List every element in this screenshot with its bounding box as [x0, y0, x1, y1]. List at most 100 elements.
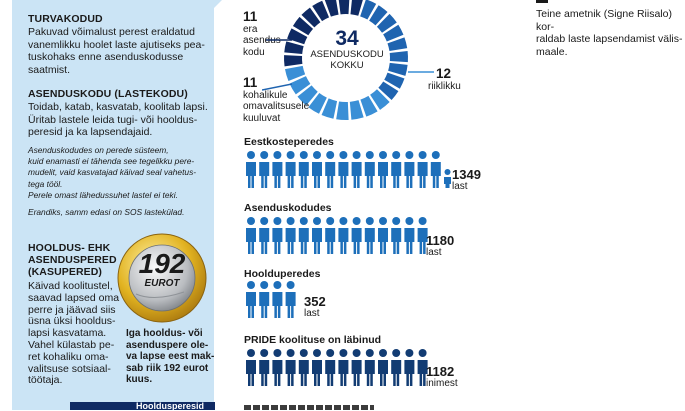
donut-center-line: ASENDUSKODU: [310, 49, 384, 60]
person-icon: [272, 281, 283, 318]
section-number: 1180: [426, 233, 455, 248]
hooldus-title-line: HOOLDUS- EHK: [28, 242, 111, 254]
donut-segment: [370, 89, 390, 110]
asenduskodu-block: ASENDUSKODU (LASTEKODU) Toidab, katab, k…: [28, 88, 220, 218]
section-unit: inimest: [426, 378, 458, 389]
text-line: üsna üksi hooldus-: [28, 315, 116, 328]
text-line: peresid ja ka lapsendajaid.: [28, 126, 153, 138]
hooldus-title-line: ASENDUSPERED: [28, 254, 117, 266]
segment-label-line: era: [243, 24, 258, 35]
section-asenduskodu: Asenduskodudes: [244, 202, 332, 214]
person-icon: [404, 349, 415, 386]
italic-line: kuid enamasti ei tähenda see tegelikku p…: [28, 155, 195, 166]
person-icon: [364, 151, 375, 188]
person-icon: [259, 349, 270, 386]
person-icon: [378, 217, 388, 254]
person-icon: [417, 349, 428, 386]
person-icon: [351, 349, 362, 386]
person-icon: [338, 349, 349, 386]
caption-line: va lapse eest mak-: [126, 351, 215, 363]
turvakodu-title: TURVAKODUD: [28, 13, 103, 25]
right-text: Teine ametnik (Signe Riisalo) kor- ralda…: [536, 8, 684, 58]
person-icon: [246, 217, 256, 254]
right-top-fragment: [536, 0, 548, 3]
section-eestkoste: Eestkosteperedes: [244, 136, 334, 148]
segment-label-line: asendus-: [243, 35, 285, 47]
person-icon: [325, 151, 336, 188]
section-title: PRIDE koolituse on läbinud: [244, 334, 382, 346]
asenduskodu-title: ASENDUSKODU (LASTEKODU): [28, 88, 188, 100]
segment-value: 12: [436, 66, 452, 81]
person-icon: [272, 151, 283, 188]
person-icon: [338, 217, 349, 254]
person-icon: [259, 151, 270, 188]
leader-line: [266, 39, 292, 41]
people-row-hoolduspered: [246, 281, 296, 318]
caption-line: asenduspere ole-: [126, 339, 209, 351]
person-icon: [272, 217, 283, 254]
text-line: vanemlikku hoolet laste ajutiseks pea-: [28, 38, 205, 51]
donut-chart: [284, 0, 408, 120]
person-icon: [285, 151, 296, 188]
text-line: ret kohaliku oma-: [28, 350, 109, 363]
donut-segment: [378, 81, 399, 101]
text-line: saatmist.: [28, 63, 71, 76]
people-row-eestkoste: [246, 151, 451, 188]
segment-value: 11: [243, 75, 258, 90]
text-line: perre ja jäävad siis: [28, 303, 116, 316]
person-icon: [246, 151, 256, 188]
section-unit: last: [304, 308, 320, 319]
section-pride-count: 1182 inimest: [426, 364, 458, 390]
donut-segment: [292, 16, 314, 36]
donut-segment: [387, 37, 408, 52]
person-icon: [404, 151, 415, 188]
donut-segment: [287, 28, 308, 45]
section-title: Hoolduperedes: [244, 268, 321, 280]
euro-coin-icon: [117, 233, 207, 323]
donut-segment: [336, 101, 349, 120]
text-line: lapsi kasvatama.: [28, 327, 107, 340]
person-icon: [378, 151, 388, 188]
person-icon: [298, 151, 309, 188]
donut-segment: [383, 24, 404, 42]
donut-center-line: KOKKU: [330, 60, 364, 71]
person-icon: [417, 217, 428, 254]
person-icon: [285, 349, 296, 386]
person-icon: [259, 217, 270, 254]
section-unit: last: [426, 247, 442, 258]
section-number: 352: [304, 294, 326, 309]
donut-segment: [297, 85, 318, 106]
coin-caption: Iga hooldus- või asenduspere ole- va lap…: [126, 328, 218, 386]
text-line: valitsuse sotsiaal-: [28, 362, 111, 375]
person-icon: [391, 217, 402, 254]
person-icon: [338, 151, 349, 188]
right-text-line: raldab laste lapsendamist välis-: [536, 33, 683, 45]
person-icon: [312, 217, 322, 254]
bottom-tab-bg: [70, 402, 215, 410]
person-icon: [364, 349, 375, 386]
right-text-line: Teine ametnik (Signe Riisalo) kor-: [536, 8, 672, 33]
donut-segment: [360, 0, 377, 20]
turvakodu-block: TURVAKODUD Pakuvad võimalust perest eral…: [28, 13, 218, 76]
donut-segment: [284, 55, 303, 67]
section-asenduskodu-count: 1180 last: [426, 233, 455, 259]
segment-label-kohalik: 11 kohalikule omavalitsusele kuuluvat: [243, 75, 309, 124]
italic-line: Perele omast lähedussuhet lastel ei teki…: [28, 190, 178, 201]
person-icon: [246, 349, 256, 386]
hooldus-title-line: (KASUPERED): [28, 266, 103, 278]
person-icon: [325, 349, 336, 386]
section-number: 1182: [426, 364, 455, 379]
italic-line: tega tööl.: [28, 178, 63, 189]
text-line: saavad lapsed oma: [28, 291, 120, 304]
bottom-tab-label: Hooldusperesid: [136, 401, 205, 411]
person-icon: [378, 349, 388, 386]
section-number: 1349: [452, 167, 481, 182]
segment-label-line: kodu: [243, 46, 265, 58]
donut-segment: [349, 100, 364, 120]
person-icon: [351, 151, 362, 188]
leader-line: [262, 83, 292, 91]
person-icon: [298, 217, 309, 254]
segment-label-line: riiklikku: [428, 81, 461, 92]
donut-segment: [284, 41, 304, 54]
segment-value: 11: [243, 9, 258, 24]
